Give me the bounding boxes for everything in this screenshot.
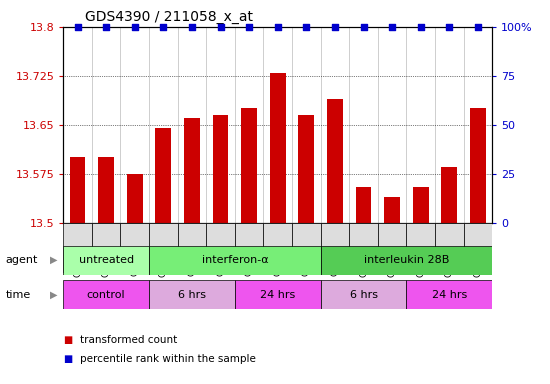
Bar xyxy=(435,223,464,273)
Point xyxy=(302,24,311,30)
Point xyxy=(130,24,139,30)
Point xyxy=(474,24,482,30)
Bar xyxy=(356,187,371,223)
Text: interleukin 28B: interleukin 28B xyxy=(364,255,449,265)
Bar xyxy=(470,108,486,223)
Text: 24 hrs: 24 hrs xyxy=(432,290,467,300)
Text: transformed count: transformed count xyxy=(80,335,177,345)
Text: time: time xyxy=(6,290,31,300)
Bar xyxy=(321,223,349,273)
Text: agent: agent xyxy=(6,255,38,265)
Bar xyxy=(413,187,428,223)
Bar xyxy=(120,223,149,273)
Bar xyxy=(92,223,120,273)
Text: 24 hrs: 24 hrs xyxy=(260,290,295,300)
Bar xyxy=(206,223,235,273)
Point xyxy=(216,24,225,30)
Point xyxy=(273,24,282,30)
Bar xyxy=(63,280,149,309)
Text: 6 hrs: 6 hrs xyxy=(350,290,377,300)
Bar xyxy=(70,157,85,223)
Point xyxy=(159,24,168,30)
Bar xyxy=(178,223,206,273)
Text: control: control xyxy=(87,290,125,300)
Bar xyxy=(63,223,92,273)
Bar xyxy=(156,128,171,223)
Bar xyxy=(235,223,263,273)
Text: ■: ■ xyxy=(63,335,73,345)
Bar xyxy=(63,246,149,275)
Bar xyxy=(270,73,285,223)
Bar xyxy=(384,197,400,223)
Bar xyxy=(213,115,228,223)
Bar xyxy=(442,167,457,223)
Point xyxy=(388,24,397,30)
Bar xyxy=(235,280,321,309)
Text: ■: ■ xyxy=(63,354,73,364)
Point xyxy=(73,24,82,30)
Bar xyxy=(149,223,178,273)
Point xyxy=(102,24,111,30)
Bar xyxy=(292,223,321,273)
Point xyxy=(188,24,196,30)
Bar xyxy=(149,280,235,309)
Point xyxy=(245,24,254,30)
Text: ▶: ▶ xyxy=(50,255,57,265)
Bar xyxy=(406,223,435,273)
Bar xyxy=(127,174,142,223)
Bar xyxy=(349,223,378,273)
Bar xyxy=(321,246,492,275)
Bar xyxy=(321,280,406,309)
Text: GDS4390 / 211058_x_at: GDS4390 / 211058_x_at xyxy=(85,10,252,25)
Bar xyxy=(149,246,321,275)
Point xyxy=(416,24,425,30)
Text: interferon-α: interferon-α xyxy=(201,255,268,265)
Text: ▶: ▶ xyxy=(50,290,57,300)
Bar xyxy=(98,157,114,223)
Bar xyxy=(299,115,314,223)
Bar xyxy=(241,108,257,223)
Text: percentile rank within the sample: percentile rank within the sample xyxy=(80,354,256,364)
Point xyxy=(331,24,339,30)
Bar xyxy=(263,223,292,273)
Bar xyxy=(327,99,343,223)
Text: 6 hrs: 6 hrs xyxy=(178,290,206,300)
Point xyxy=(445,24,454,30)
Bar xyxy=(378,223,406,273)
Text: untreated: untreated xyxy=(79,255,134,265)
Bar xyxy=(406,280,492,309)
Point xyxy=(359,24,368,30)
Bar xyxy=(184,118,200,223)
Bar xyxy=(464,223,492,273)
